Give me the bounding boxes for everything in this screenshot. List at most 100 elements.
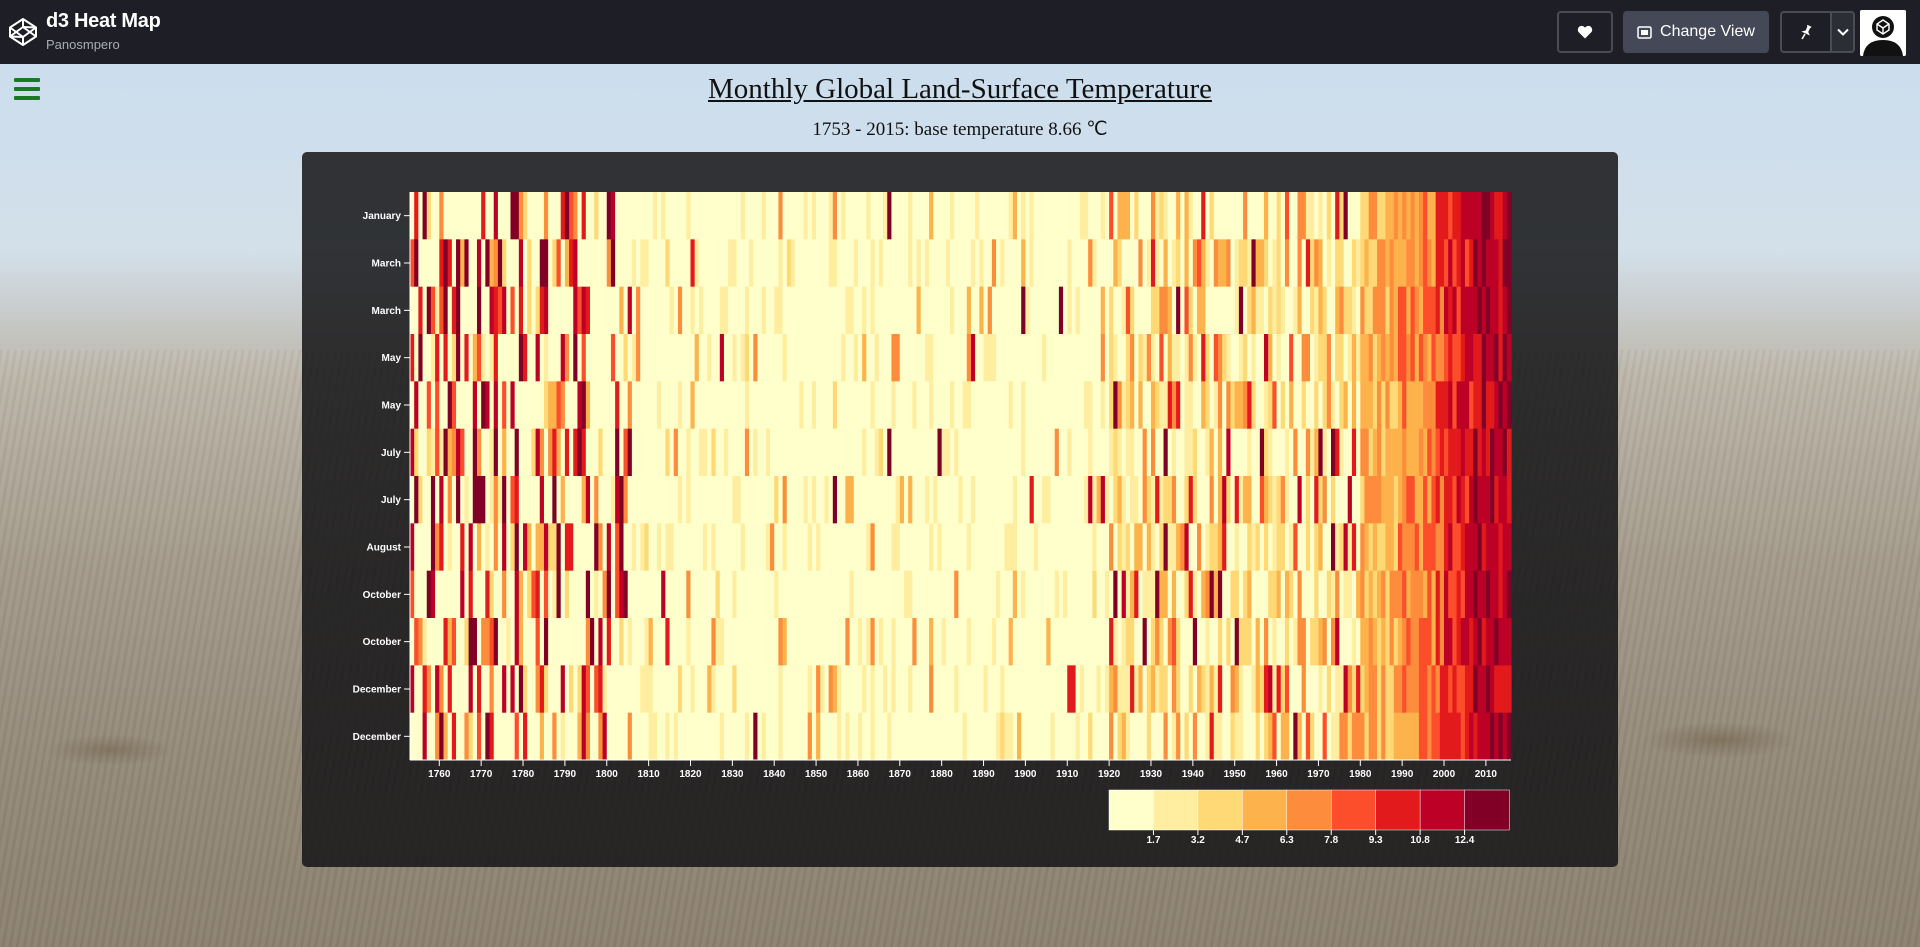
x-tick-label: 1910	[1056, 769, 1079, 780]
heatmap-cell	[1460, 523, 1466, 572]
heatmap-cell	[1117, 428, 1123, 477]
heatmap-cell	[1008, 428, 1014, 477]
heatmap-cell	[1498, 712, 1504, 761]
heatmap-cell	[1205, 618, 1211, 666]
heatmap-cell	[1460, 618, 1466, 666]
pin-button[interactable]	[1780, 11, 1830, 53]
heatmap-cell	[1397, 712, 1403, 761]
heatmap-cell	[795, 239, 800, 288]
heatmap-cell	[1084, 618, 1089, 666]
heatmap-cell	[1092, 523, 1098, 572]
heatmap-cell	[1226, 523, 1232, 572]
heatmap-cell	[615, 192, 620, 240]
heatmap-cell	[690, 381, 696, 430]
heatmap-cell	[1272, 192, 1278, 240]
heatmap-cell	[908, 712, 913, 761]
heatmap-cell	[941, 476, 947, 524]
heatmap-cell	[1444, 523, 1449, 572]
heatmap-cell	[874, 239, 880, 288]
heatmap-cell	[656, 665, 662, 714]
heatmap-cell	[602, 523, 608, 572]
heatmap-cell	[1272, 712, 1278, 761]
heatmap-cell	[514, 381, 520, 430]
heatmap-cell	[920, 192, 926, 240]
heatmap-cell	[1197, 665, 1202, 714]
heatmap-cell	[443, 712, 449, 761]
heatmap-cell	[979, 665, 985, 714]
heatmap-cell	[857, 428, 863, 477]
hamburger-menu-icon[interactable]	[14, 78, 40, 100]
heatmap-cell	[518, 712, 524, 761]
heatmap-cell	[1280, 665, 1286, 714]
heatmap-cell	[1406, 334, 1412, 382]
heatmap-cell	[686, 192, 692, 240]
heatmap-cell	[845, 476, 851, 524]
heatmap-cell	[920, 570, 926, 619]
change-view-button[interactable]: Change View	[1623, 11, 1769, 53]
heatmap-cell	[1008, 618, 1014, 666]
heatmap-cell	[853, 334, 859, 382]
pen-author[interactable]: Panosmpero	[46, 37, 120, 52]
heatmap-cell	[1351, 286, 1357, 335]
y-tick-label: July	[381, 448, 401, 459]
heatmap-cell	[920, 286, 926, 335]
heatmap-cell	[1347, 570, 1353, 619]
heatmap-cell	[631, 192, 637, 240]
heatmap-cell	[1197, 428, 1202, 477]
heatmap-cell	[1498, 334, 1504, 382]
heatmap-cell	[1427, 712, 1433, 761]
heatmap-cell	[451, 381, 457, 430]
heatmap-cell	[1326, 286, 1332, 335]
heatmap-cell	[807, 665, 813, 714]
heatmap-cell	[1247, 192, 1253, 240]
heatmap-cell	[418, 665, 424, 714]
pin-dropdown-button[interactable]	[1830, 11, 1855, 53]
heatmap-cell	[502, 570, 507, 619]
heatmap-cell	[435, 712, 440, 761]
heatmap-cell	[623, 381, 629, 430]
heatmap-cell	[1372, 618, 1378, 666]
heatmap-cell	[518, 428, 524, 477]
heatmap-cell	[878, 665, 884, 714]
like-button[interactable]	[1557, 11, 1613, 53]
heatmap-cell	[439, 523, 445, 572]
heatmap-cell	[853, 476, 859, 524]
heatmap-cell	[711, 618, 717, 666]
heatmap-cell	[1075, 476, 1081, 524]
heatmap-cell	[799, 476, 805, 524]
user-avatar[interactable]	[1860, 10, 1906, 56]
heatmap-cell	[1360, 570, 1366, 619]
heatmap-cell	[1171, 523, 1177, 572]
heatmap-cell	[619, 428, 625, 477]
heatmap-cell	[656, 286, 662, 335]
heatmap-cell	[966, 712, 972, 761]
heatmap-cell	[1096, 665, 1102, 714]
heatmap-cell	[652, 570, 658, 619]
heatmap-cell	[598, 665, 604, 714]
pen-title[interactable]: d3 Heat Map	[46, 10, 161, 32]
heatmap-cell	[778, 428, 784, 477]
x-tick-label: 1820	[679, 769, 702, 780]
heatmap-cell	[1326, 428, 1332, 477]
heatmap-cell	[824, 334, 830, 382]
heatmap-cell	[514, 428, 520, 477]
heatmap-cell	[410, 381, 415, 430]
heatmap-cell	[1234, 712, 1240, 761]
heatmap-cell	[619, 192, 625, 240]
heatmap-cell	[954, 476, 960, 524]
heatmap-cell	[1314, 523, 1320, 572]
heatmap-cell	[669, 665, 675, 714]
heatmap-cell	[627, 334, 633, 382]
heatmap-cell	[782, 618, 788, 666]
heatmap-cell	[1029, 192, 1035, 240]
heatmap-cell	[732, 618, 738, 666]
heatmap-cell	[1364, 334, 1370, 382]
heatmap-cell	[422, 192, 428, 240]
codepen-logo-icon[interactable]	[8, 17, 38, 47]
heatmap-cell	[1125, 523, 1131, 572]
heatmap-cell	[1314, 286, 1320, 335]
heatmap-cell	[661, 570, 666, 619]
heatmap-cell	[669, 618, 675, 666]
heatmap-cell	[1209, 286, 1215, 335]
heatmap-cell	[1209, 570, 1215, 619]
